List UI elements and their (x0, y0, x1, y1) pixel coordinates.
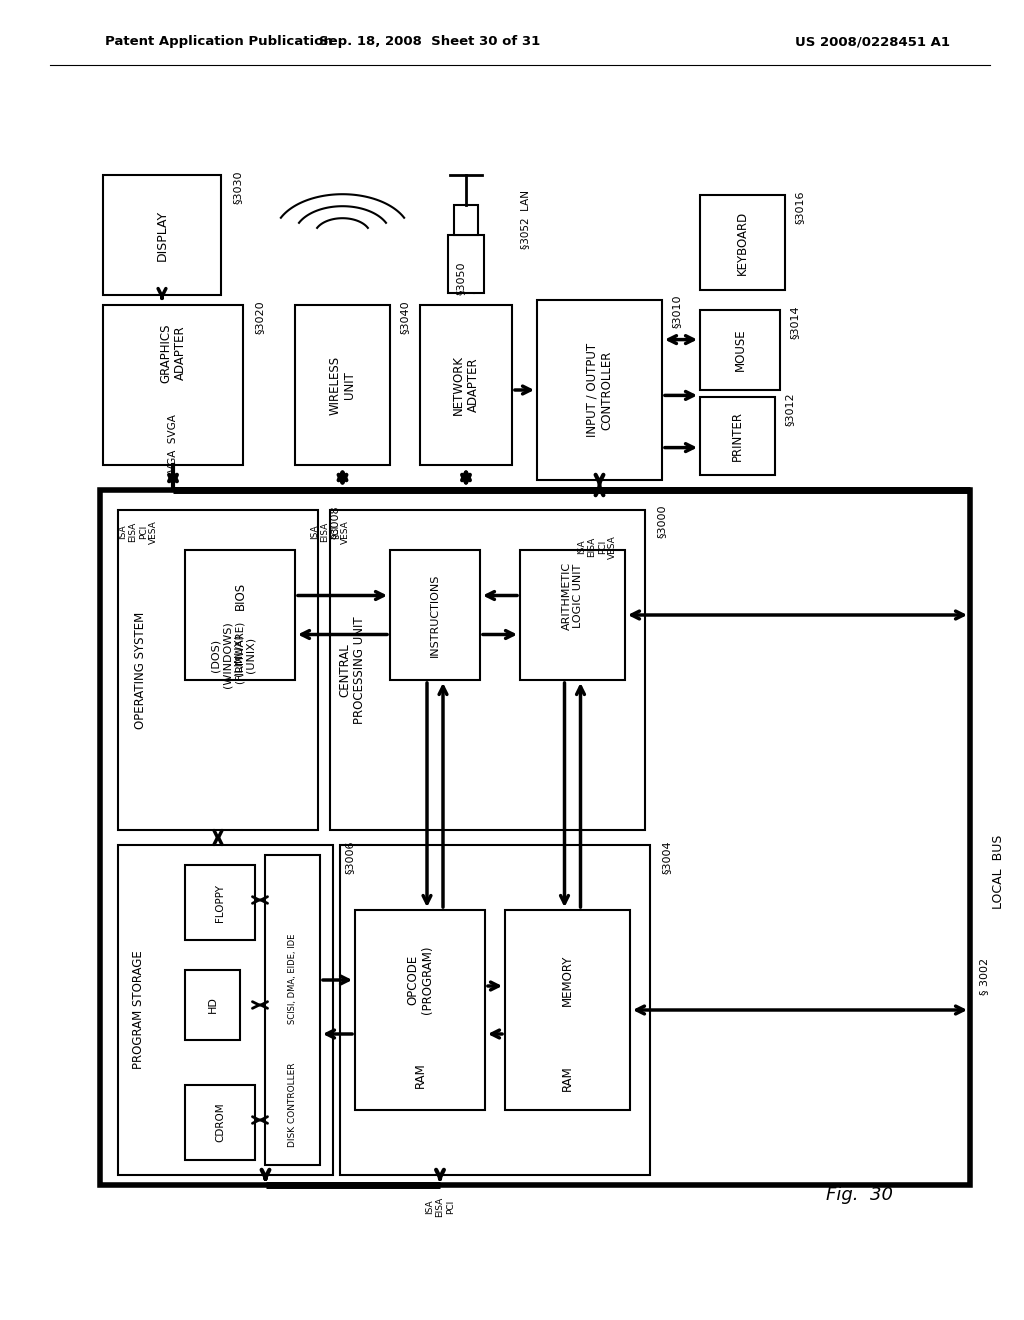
Text: §3052  LAN: §3052 LAN (520, 190, 530, 249)
Text: CENTRAL
PROCESSING UNIT: CENTRAL PROCESSING UNIT (338, 616, 366, 723)
Text: OPCODE
(PROGRAM): OPCODE (PROGRAM) (406, 945, 434, 1014)
Text: §3020: §3020 (255, 300, 265, 334)
Bar (185, 1085, 255, 1160)
Bar (700, 397, 775, 475)
Bar (520, 550, 625, 680)
Text: §3010: §3010 (672, 294, 682, 329)
Text: NETWORK
ADAPTER: NETWORK ADAPTER (452, 355, 480, 414)
Bar (505, 909, 630, 1110)
Text: (FIRMWARE): (FIRMWARE) (234, 620, 245, 684)
Bar (537, 300, 662, 480)
Text: HD: HD (208, 997, 217, 1014)
Text: FLOPPY: FLOPPY (215, 883, 225, 921)
Text: Patent Application Publication: Patent Application Publication (105, 36, 333, 49)
Bar (330, 510, 645, 830)
Text: §3016: §3016 (795, 190, 805, 223)
Text: Fig.  30: Fig. 30 (826, 1185, 894, 1204)
Bar (390, 550, 480, 680)
Bar (103, 176, 221, 294)
Text: VGA  SVGA: VGA SVGA (168, 414, 178, 473)
Text: US 2008/0228451 A1: US 2008/0228451 A1 (795, 36, 950, 49)
Text: LOCAL  BUS: LOCAL BUS (991, 836, 1005, 909)
Text: §3050: §3050 (456, 261, 466, 294)
Text: §3040: §3040 (400, 300, 410, 334)
Bar (295, 305, 390, 465)
Bar (103, 305, 243, 465)
Text: MOUSE: MOUSE (733, 329, 746, 371)
Bar (185, 970, 240, 1040)
Text: §3008: §3008 (330, 506, 340, 539)
Text: MEMORY: MEMORY (561, 954, 574, 1006)
Bar (118, 510, 318, 830)
Text: DISK CONTROLLER: DISK CONTROLLER (288, 1063, 297, 1147)
Text: INSTRUCTIONS: INSTRUCTIONS (430, 573, 440, 656)
Bar (700, 195, 785, 290)
Text: BIOS: BIOS (233, 581, 247, 610)
Bar (100, 490, 970, 1185)
Text: ISA
EISA
PCI: ISA EISA PCI (425, 1197, 455, 1217)
Bar (355, 909, 485, 1110)
Text: §3014: §3014 (790, 305, 800, 339)
Text: PROGRAM STORAGE: PROGRAM STORAGE (131, 950, 144, 1069)
Text: GRAPHICS
ADAPTER: GRAPHICS ADAPTER (159, 323, 187, 383)
Text: KEYBOARD: KEYBOARD (736, 210, 749, 275)
Bar (265, 855, 319, 1166)
Text: PRINTER: PRINTER (731, 411, 744, 461)
Text: INPUT / OUTPUT
CONTROLLER: INPUT / OUTPUT CONTROLLER (586, 343, 613, 437)
Bar (454, 205, 478, 235)
Text: (DOS)
(WINDOWS)
(LINUX)
(UNIX): (DOS) (WINDOWS) (LINUX) (UNIX) (211, 622, 255, 688)
Bar (185, 865, 255, 940)
Bar (118, 845, 333, 1175)
Bar (340, 845, 650, 1175)
Text: § 3002: § 3002 (979, 958, 989, 995)
Bar (420, 305, 512, 465)
Text: §3030: §3030 (233, 170, 243, 203)
Text: ISA
EISA
PCI
VESA: ISA EISA PCI VESA (310, 520, 350, 544)
Text: RAM: RAM (414, 1063, 427, 1088)
Text: DISPLAY: DISPLAY (156, 210, 169, 260)
Text: SCISI, DMA, EIDE, IDE: SCISI, DMA, EIDE, IDE (288, 933, 297, 1024)
Text: §3004: §3004 (662, 840, 672, 874)
Text: OPERATING SYSTEM: OPERATING SYSTEM (133, 611, 146, 729)
Text: ARITHMETIC
LOGIC UNIT: ARITHMETIC LOGIC UNIT (562, 561, 584, 630)
Text: ISA
EISA
PCI
VESA: ISA EISA PCI VESA (577, 535, 617, 558)
Bar (449, 235, 484, 293)
Text: ISA
EISA
PCI
VESA: ISA EISA PCI VESA (118, 520, 158, 544)
Bar (185, 550, 295, 680)
Text: Sep. 18, 2008  Sheet 30 of 31: Sep. 18, 2008 Sheet 30 of 31 (319, 36, 541, 49)
Text: §3006: §3006 (345, 840, 355, 874)
Text: CDROM: CDROM (215, 1102, 225, 1142)
Text: §3000: §3000 (657, 506, 667, 539)
Text: §3012: §3012 (785, 392, 795, 425)
Text: RAM: RAM (561, 1065, 574, 1090)
Text: WIRELESS
UNIT: WIRELESS UNIT (329, 355, 356, 414)
Bar (700, 310, 780, 389)
